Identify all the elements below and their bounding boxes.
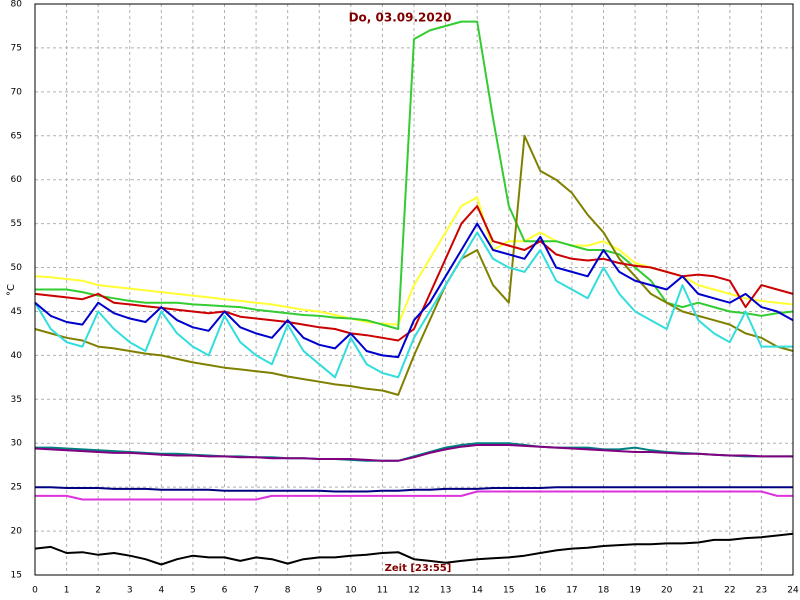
x-tick-label: 9 (316, 586, 322, 596)
x-tick-label: 5 (190, 586, 196, 596)
y-tick-label: 55 (11, 219, 22, 229)
y-tick-label: 45 (11, 307, 22, 317)
x-tick-label: 19 (629, 586, 641, 596)
y-tick-label: 65 (11, 131, 22, 141)
y-tick-label: 70 (11, 87, 23, 97)
x-axis-label: Zeit [23:55] (385, 563, 452, 574)
y-tick-label: 30 (11, 439, 23, 449)
y-tick-label: 15 (11, 571, 22, 581)
series-line (34, 444, 793, 462)
series-line (34, 532, 794, 566)
x-tick-label: 3 (127, 586, 133, 596)
x-tick-label: 18 (598, 586, 610, 596)
y-tick-label: 25 (11, 483, 22, 493)
lines (34, 20, 794, 566)
x-tick-label: 8 (285, 586, 291, 596)
x-tick-label: 22 (724, 586, 735, 596)
y-tick-label: 40 (11, 351, 23, 361)
x-tick-label: 11 (377, 586, 388, 596)
series-line (34, 134, 794, 396)
x-tick-label: 6 (222, 586, 228, 596)
x-tick-label: 17 (566, 586, 577, 596)
x-tick-label: 23 (756, 586, 767, 596)
series-line (34, 231, 793, 379)
x-tick-label: 14 (471, 586, 483, 596)
x-tick-label: 0 (32, 586, 38, 596)
x-tick-label: 13 (440, 586, 451, 596)
grid (34, 3, 794, 576)
y-tick-label: 35 (11, 395, 22, 405)
series-line (35, 486, 793, 493)
y-tick-label: 80 (11, 0, 23, 10)
y-tick-label: 60 (11, 175, 23, 185)
x-tick-label: 2 (95, 586, 101, 596)
x-tick-label: 4 (158, 586, 164, 596)
x-tick-label: 12 (408, 586, 419, 596)
x-tick-label: 20 (661, 586, 673, 596)
x-tick-label: 10 (345, 586, 357, 596)
x-tick-label: 16 (535, 586, 547, 596)
x-tick-label: 1 (64, 586, 70, 596)
x-tick-label: 21 (693, 586, 704, 596)
y-tick-label: 75 (11, 43, 22, 53)
y-axis-label: °C (6, 284, 17, 296)
y-tick-label: 20 (11, 527, 23, 537)
x-tick-label: 7 (253, 586, 259, 596)
x-tick-label: 24 (787, 586, 799, 596)
chart-title: Do, 03.09.2020 (349, 11, 452, 25)
plot-frame (34, 3, 794, 576)
x-tick-label: 15 (503, 586, 514, 596)
y-tick-label: 50 (11, 263, 23, 273)
series-line (34, 222, 794, 359)
series-line (35, 490, 793, 501)
